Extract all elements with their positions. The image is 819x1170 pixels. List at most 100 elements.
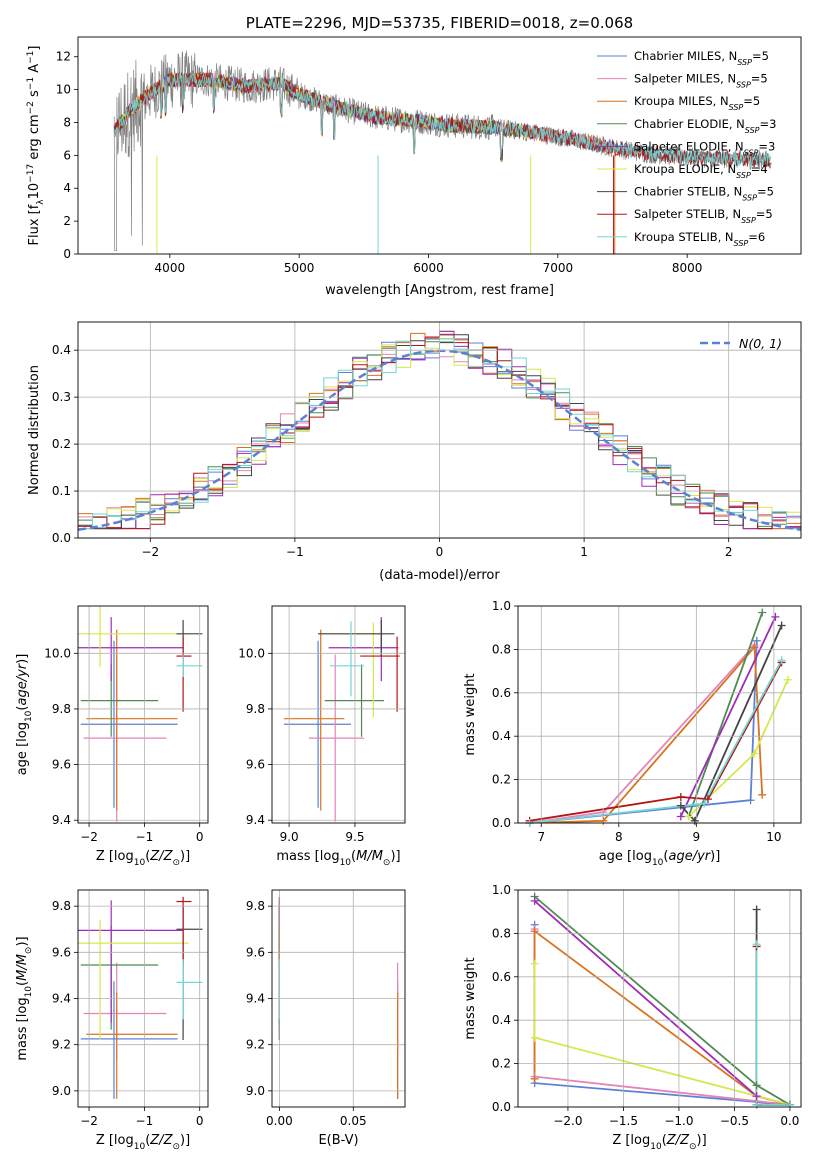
legend-label-chabrier_miles: Chabrier MILES, NSSP=5	[634, 49, 769, 67]
age_vs_Z-ytick-label: 9.4	[52, 813, 71, 827]
mass_vs_Z-xlabel-part: ⊙	[172, 1142, 180, 1152]
spectrum-plot-area	[113, 50, 772, 254]
weight-marker-chabrier_miles	[752, 636, 761, 645]
legend-subscript: SSP	[742, 193, 757, 202]
mass_vs_Z-plot-area	[78, 896, 203, 1099]
weight-marker-kroupa_stelib	[752, 1100, 761, 1109]
age_vs_Z-ylabel: age [log10(age/yr)]	[15, 654, 34, 776]
mass_vs_Z-ylabel-part: M/M	[15, 954, 30, 981]
weight-marker-kroupa_elodie	[783, 675, 792, 684]
age_vs_mass-xlabel-part: ⊙	[383, 858, 391, 868]
legend-subscript: SSP	[729, 103, 744, 112]
mass_vs_Z-xtick-label: −1	[136, 1114, 154, 1128]
legend-subscript: SSP	[737, 58, 752, 67]
spectrum-ytick-label: 10	[56, 83, 71, 97]
mass_weight_vs_Z-ylabel: mass weight	[463, 957, 478, 1039]
mass_weight_vs_Z-ytick-label: 0.4	[492, 1013, 511, 1027]
residuals-xtick-label: 2	[725, 545, 733, 559]
spectrum-ylabel: Flux [fλ10−17 erg cm−2 s−1 A−1]	[26, 46, 46, 246]
mass_vs_ebv-ytick-label: 9.0	[246, 1084, 265, 1098]
weight-marker-salpeter_stelib	[703, 795, 712, 804]
age_vs_Z-xlabel: Z [log10(Z/Z⊙)]	[96, 849, 190, 868]
mass_weight_vs_age-xtick-label: 10	[766, 830, 781, 844]
legend-suffix: =5	[756, 207, 773, 221]
mass_vs_ebv-xtick-label: 0.05	[340, 1114, 367, 1128]
legend-label-gaussian: N(0, 1)	[739, 336, 782, 351]
age_vs_Z-ytick-label: 10.0	[44, 646, 71, 660]
mass_vs_Z-ylabel-part: )]	[15, 936, 30, 946]
mass_vs_ebv-plot: 0.00 0.05 9.0 9.2 9.4 9.6 9.8 E(B-V)	[246, 889, 406, 1148]
spectrum-frame	[77, 36, 802, 255]
legend-label-kroupa_stelib: Kroupa STELIB, NSSP=6	[634, 230, 765, 248]
weight-marker-chabrier_miles	[746, 796, 755, 805]
legend-text: Chabrier ELODIE, N	[634, 117, 745, 131]
spectrum-xtick-label: 8000	[672, 261, 703, 275]
weight-marker-salpeter_elodie	[752, 1092, 761, 1101]
legend-subscript: SSP	[744, 148, 759, 157]
mass_weight_vs_age-xlabel-part: (	[663, 849, 668, 864]
mass_weight_vs_age-xlabel-part: age/yr	[668, 849, 711, 864]
residuals-plot: −2 −1 0 1 2 0.0 0.1 0.2 0.3 0.4 (data-model)/error…	[27, 321, 802, 583]
mass_vs_Z-ylabel: mass [log10(M/M⊙)]	[15, 936, 34, 1060]
mass_vs_ebv-ytick-label: 9.2	[246, 1038, 265, 1052]
mass_weight_vs_Z-xtick-label: −2.0	[553, 1114, 582, 1128]
mass_vs_ebv-ytick-label: 9.8	[246, 899, 265, 913]
legend-text: Salpeter MILES, N	[634, 72, 736, 86]
age_vs_mass-xlabel-part: (	[351, 849, 356, 864]
legend-suffix: =5	[752, 49, 769, 63]
age_vs_Z-frame	[77, 605, 209, 824]
mass_vs_Z-ylabel-part: (	[15, 981, 30, 986]
residuals-xtick-label: 0	[436, 545, 444, 559]
legend-label-kroupa_elodie: Kroupa ELODIE, NSSP=4	[634, 162, 768, 180]
age_vs_Z-xlabel-part: (	[145, 849, 150, 864]
residuals-xtick-label: −1	[286, 545, 304, 559]
spectrum-ytick-label: 8	[63, 115, 71, 129]
mass_vs_Z-ytick-label: 9.2	[52, 1038, 71, 1052]
legend-suffix: =3	[760, 117, 777, 131]
residuals-ytick-label: 0.4	[52, 343, 71, 357]
weight-marker-chabrier_stelib	[690, 816, 699, 825]
age_vs_Z-xtick-label: 0	[196, 830, 204, 844]
mass_vs_Z-xtick-label: 0	[196, 1114, 204, 1128]
spectrum-ylabel-part: −2	[26, 101, 36, 114]
age_vs_Z-ylabel-part: 10	[24, 710, 34, 722]
age_vs_Z-plot: −2 −1 09.49.69.810.0Z [log10(Z/Z⊙)]age [lo…	[15, 605, 209, 868]
mass_vs_Z-ylabel-part: ⊙	[24, 947, 34, 955]
mass_weight_vs_Z-xlabel-part: ⊙	[689, 1142, 697, 1152]
mass_vs_ebv-ytick-label: 9.4	[246, 992, 265, 1006]
spectrum-ylabel-part: 10	[27, 183, 42, 200]
age_vs_Z-ytick-label: 9.6	[52, 758, 71, 772]
age_vs_Z-xtick-label: −1	[136, 830, 154, 844]
legend-label-chabrier_stelib: Chabrier STELIB, NSSP=5	[634, 185, 774, 203]
spectrum-xtick-label: 5000	[284, 261, 315, 275]
mass_weight_vs_Z-xlabel-part: (	[662, 1133, 667, 1148]
age_vs_mass-ytick-label: 9.4	[246, 813, 265, 827]
weight-marker-kroupa_stelib	[785, 1100, 794, 1109]
mass_vs_Z-ytick-label: 9.6	[52, 945, 71, 959]
spectrum-plot: 4000 5000 6000 7000 8000 0 2 4 6 8 10 12 PLATE=2296,…	[26, 14, 802, 298]
legend-subscript: SSP	[745, 125, 760, 134]
legend-text: Kroupa STELIB, N	[634, 230, 734, 244]
mass_vs_Z-ylabel-part: 10	[24, 986, 34, 998]
legend-label-chabrier_elodie: Chabrier ELODIE, NSSP=3	[634, 117, 776, 135]
mass_vs_Z-xlabel-part: )]	[180, 1133, 190, 1148]
weight-marker-salpeter_elodie	[676, 812, 685, 821]
age_vs_Z-xlabel-part: Z [log	[96, 849, 134, 864]
mass_weight_vs_age-xlabel: age [log10(age/yr)]	[599, 849, 721, 868]
mass_vs_Z-xlabel: Z [log10(Z/Z⊙)]	[96, 1133, 190, 1152]
mass_weight_vs_Z-ytick-label: 0.0	[492, 1100, 511, 1114]
weight-marker-kroupa_elodie	[684, 812, 693, 821]
age_vs_mass-xlabel-part: 10	[340, 858, 352, 868]
weight-marker-kroupa_stelib	[700, 799, 709, 808]
mass_weight_vs_age-ytick-label: 0.2	[492, 773, 511, 787]
spectrum-ylabel-part: erg cm	[27, 114, 42, 163]
mass_weight_vs_Z-xlabel-part: Z/Z	[666, 1133, 690, 1148]
mass_vs_Z-xlabel-part: 10	[134, 1142, 146, 1152]
spectrum-ylabel-part: ]	[27, 46, 42, 51]
spectrum-ylabel-part: −1	[26, 77, 36, 90]
mass_vs_Z-ytick-label: 9.8	[52, 899, 71, 913]
spectrum-xlabel: wavelength [Angstrom, rest frame]	[325, 283, 554, 298]
legend-text: Kroupa MILES, N	[634, 94, 729, 108]
age_vs_Z-xlabel-part: )]	[180, 849, 190, 864]
